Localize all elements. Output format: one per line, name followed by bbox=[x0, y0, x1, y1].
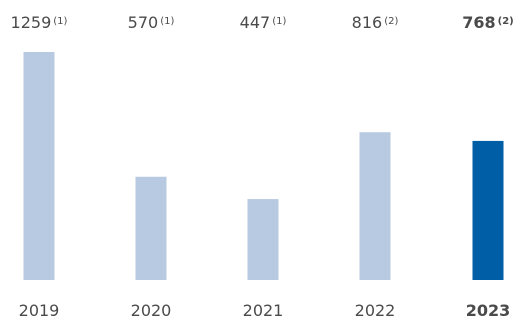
category-label-2019: 2019 bbox=[19, 301, 60, 320]
footnote-mark: (1) bbox=[160, 16, 174, 27]
value-label-2023: 768 (2) bbox=[462, 13, 514, 32]
value-label-2019: 1259 (1) bbox=[11, 13, 68, 32]
bar-2022 bbox=[359, 132, 391, 280]
value-label-2020: 570 (1) bbox=[128, 13, 175, 32]
value-label-2021: 447 (1) bbox=[240, 13, 287, 32]
category-labels-group: 2019 2020 2021 2022 2023 bbox=[19, 301, 511, 320]
value-number: 768 bbox=[462, 13, 495, 32]
bar-2021 bbox=[247, 199, 279, 280]
bar-2020 bbox=[135, 176, 167, 280]
value-label-2022: 816 (2) bbox=[352, 13, 399, 32]
footnote-mark: (2) bbox=[498, 16, 514, 27]
category-label-2021: 2021 bbox=[243, 301, 284, 320]
footnote-mark: (1) bbox=[272, 16, 286, 27]
category-label-2022: 2022 bbox=[355, 301, 396, 320]
bar-2023 bbox=[472, 140, 504, 280]
footnote-mark: (1) bbox=[53, 16, 67, 27]
footnote-mark: (2) bbox=[384, 16, 398, 27]
value-number: 816 bbox=[352, 13, 383, 32]
category-label-2023: 2023 bbox=[466, 301, 511, 320]
bars-group bbox=[23, 52, 504, 280]
bar-2019 bbox=[23, 52, 55, 280]
value-labels-group: 1259 (1) 570 (1) 447 (1) 816 (2) 768 (2) bbox=[11, 13, 514, 32]
value-number: 570 bbox=[128, 13, 159, 32]
category-label-2020: 2020 bbox=[131, 301, 172, 320]
value-number: 1259 bbox=[11, 13, 52, 32]
value-number: 447 bbox=[240, 13, 271, 32]
